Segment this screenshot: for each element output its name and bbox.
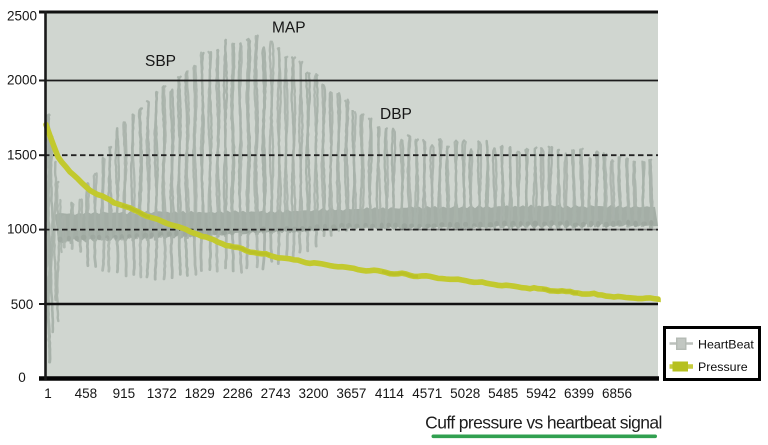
svg-text:2286: 2286 xyxy=(223,386,253,401)
svg-text:1829: 1829 xyxy=(185,386,215,401)
svg-text:6399: 6399 xyxy=(564,386,594,401)
svg-text:SBP: SBP xyxy=(145,53,176,70)
svg-text:458: 458 xyxy=(75,386,98,401)
svg-text:2000: 2000 xyxy=(7,73,37,88)
svg-text:1: 1 xyxy=(44,386,52,401)
svg-text:HeartBeat: HeartBeat xyxy=(698,338,754,352)
svg-text:3657: 3657 xyxy=(336,386,366,401)
svg-text:6856: 6856 xyxy=(602,386,632,401)
svg-text:5485: 5485 xyxy=(488,386,518,401)
svg-text:1000: 1000 xyxy=(7,222,37,237)
svg-text:915: 915 xyxy=(113,386,136,401)
svg-text:4571: 4571 xyxy=(412,386,442,401)
svg-text:2500: 2500 xyxy=(7,9,37,24)
svg-text:0: 0 xyxy=(18,370,26,385)
svg-text:Pressure: Pressure xyxy=(698,360,748,374)
svg-text:DBP: DBP xyxy=(380,106,412,123)
svg-text:4114: 4114 xyxy=(375,386,405,401)
svg-text:5028: 5028 xyxy=(450,386,480,401)
svg-text:MAP: MAP xyxy=(272,20,306,37)
svg-text:2743: 2743 xyxy=(261,386,291,401)
svg-text:5942: 5942 xyxy=(526,386,556,401)
svg-text:1500: 1500 xyxy=(7,147,37,162)
svg-text:3200: 3200 xyxy=(298,386,328,401)
svg-text:1372: 1372 xyxy=(147,386,177,401)
svg-text:500: 500 xyxy=(11,297,34,312)
svg-text:Cuff pressure vs heartbeat sig: Cuff pressure vs heartbeat signal xyxy=(425,413,662,433)
